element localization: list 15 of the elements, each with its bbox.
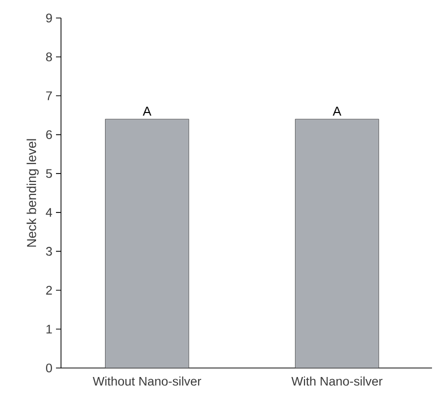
x-tick-label: With Nano-silver — [291, 376, 382, 386]
y-tick-label: 3 — [46, 246, 52, 256]
x-tick-label: Without Nano-silver — [92, 376, 202, 386]
y-tick-label: 1 — [46, 324, 52, 334]
annotation: A — [142, 106, 152, 116]
y-tick-label: 4 — [46, 208, 52, 217]
y-tick-label: 2 — [46, 286, 52, 295]
y-tick-label: 8 — [46, 52, 52, 62]
y-tick-label: 6 — [46, 130, 52, 140]
y-axis-title: Neck bending level — [26, 139, 39, 247]
y-tick-label: 7 — [46, 92, 52, 100]
y-tick-label: 5 — [46, 169, 52, 178]
y-tick-label: 0 — [46, 364, 52, 372]
y-tick-label: 9 — [46, 14, 52, 22]
annotation: A — [332, 106, 342, 116]
